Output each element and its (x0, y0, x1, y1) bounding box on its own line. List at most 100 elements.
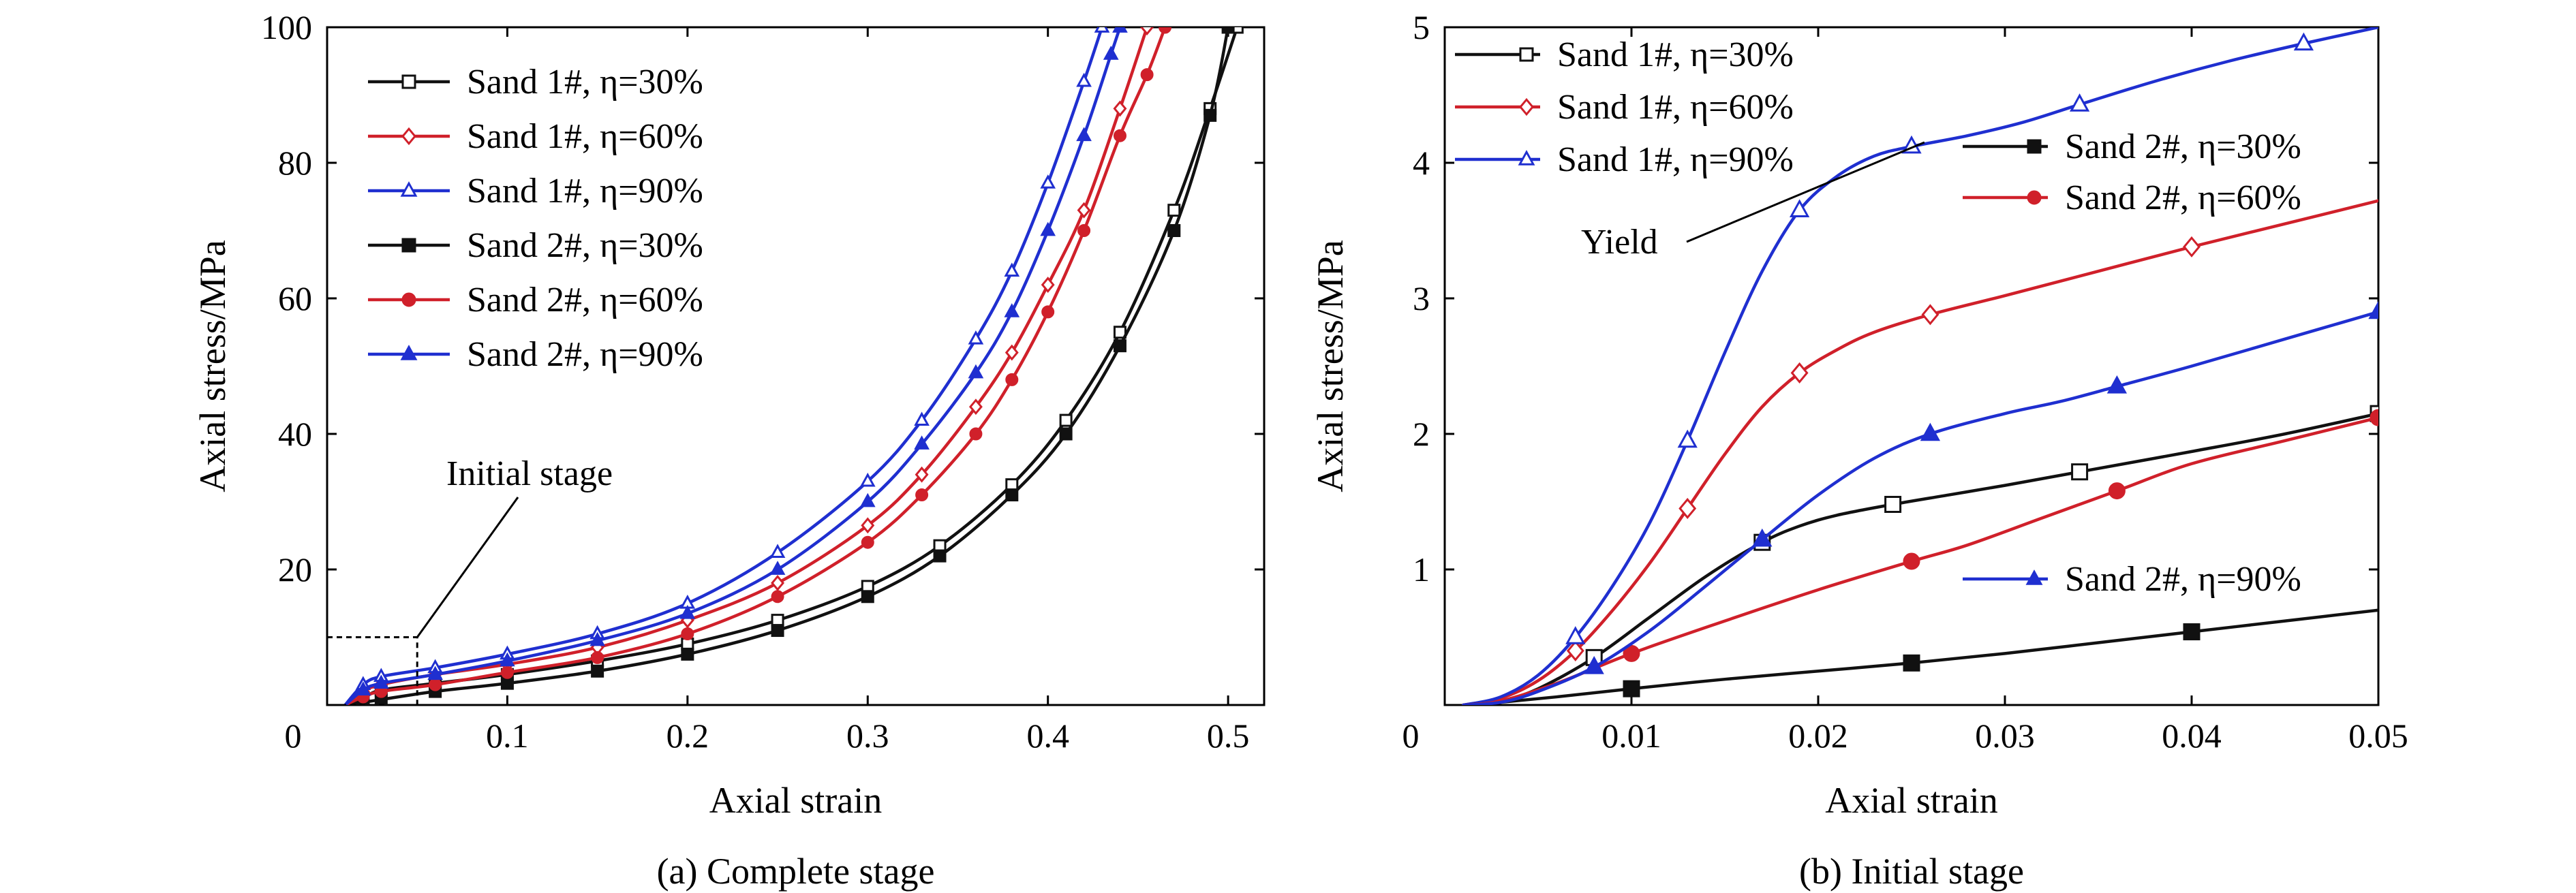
legend-label: Sand 2#, η=30% (2065, 127, 2301, 166)
data-point (2368, 300, 2378, 319)
y-tick-label: 80 (278, 144, 312, 182)
legend-label: Sand 2#, η=90% (2065, 560, 2301, 599)
x-tick-label: 0.3 (846, 717, 889, 755)
legend-label: Sand 2#, η=90% (467, 335, 703, 374)
x-tick-label: 0.05 (2348, 717, 2408, 755)
data-point (859, 492, 876, 507)
data-point (1041, 305, 1055, 319)
initial-stage-box (326, 636, 418, 706)
data-point (1113, 129, 1126, 142)
x-tick-label: 0 (1402, 717, 1420, 755)
data-point (769, 544, 786, 559)
data-point (591, 664, 604, 678)
data-point (1884, 495, 1902, 513)
legend-marker (2027, 190, 2042, 205)
y-tick-label: 60 (278, 279, 312, 317)
x-tick-label: 0.2 (666, 717, 709, 755)
data-point (679, 604, 696, 619)
annotation-label: Initial stage (446, 454, 613, 493)
data-point (771, 574, 785, 591)
legend-label: Sand 1#, η=60% (1557, 88, 1794, 127)
data-point (1920, 422, 1941, 441)
data-point (1077, 224, 1091, 237)
series-line-6 (1462, 310, 2378, 705)
legend-label: Sand 2#, η=30% (467, 226, 703, 265)
legend-label: Sand 1#, η=90% (1557, 140, 1794, 179)
x-tick-label: 0.1 (486, 717, 529, 755)
data-point (1230, 27, 1244, 34)
legend-marker (1519, 47, 1534, 62)
data-point (1005, 344, 1019, 361)
data-point (969, 427, 983, 441)
data-point (500, 665, 514, 679)
data-point (427, 665, 443, 680)
y-tick-label: 100 (261, 8, 312, 46)
x-tick-label: 0 (285, 717, 302, 755)
data-point (914, 435, 930, 450)
legend-marker (400, 345, 418, 360)
data-point (681, 647, 694, 661)
annotation-leader (416, 497, 519, 638)
y-tick-label: 1 (1413, 550, 1430, 589)
x-axis-label: Axial strain (1825, 780, 1997, 821)
data-point (355, 681, 371, 696)
data-point (500, 652, 515, 667)
legend-marker (401, 292, 416, 307)
series-line-3 (343, 27, 1104, 705)
series-line-3 (1462, 27, 2378, 705)
legend-marker (401, 127, 416, 146)
data-point (1789, 199, 1810, 217)
legend-marker (400, 181, 418, 197)
y-tick-label: 5 (1413, 8, 1430, 46)
legend-marker (401, 74, 416, 89)
data-point (2183, 236, 2201, 257)
data-point (1040, 174, 1056, 189)
data-point (771, 590, 784, 604)
y-tick-label: 20 (278, 550, 312, 589)
data-point (861, 535, 874, 549)
legend: Sand 1#, η=30% Sand 1#, η=60% Sand 1#, η=9… (1455, 35, 2301, 599)
data-point (915, 466, 929, 483)
data-point (914, 411, 930, 426)
yield-annotation-label: Yield (1581, 223, 1658, 262)
data-point (2293, 32, 2314, 51)
data-point (859, 472, 876, 487)
plot-frame (1443, 26, 2380, 706)
data-point (1790, 362, 1809, 383)
legend-label: Sand 1#, η=60% (467, 117, 703, 156)
y-axis-label: Axial stress/MPa (1310, 240, 1351, 492)
y-tick-label: 4 (1413, 144, 1430, 182)
legend-label: Sand 1#, η=30% (1557, 35, 1794, 74)
data-point (1113, 339, 1126, 353)
data-point (1076, 127, 1092, 142)
data-point (933, 549, 947, 563)
y-tick-label: 40 (278, 415, 312, 453)
series-layer (343, 27, 1244, 705)
series-layer (1462, 27, 2378, 705)
data-point (1678, 497, 1697, 519)
data-point (1041, 277, 1055, 294)
panel-a-chart: 0 0.1 0.2 0.3 0.4 0.5 20 40 60 80 100 Axial strain A… (192, 8, 1266, 892)
x-tick-label: 0.04 (2162, 717, 2222, 755)
data-point (1903, 654, 1920, 672)
data-point (861, 590, 874, 604)
data-point (500, 676, 514, 690)
data-point (1140, 68, 1154, 82)
data-point (591, 651, 604, 664)
legend: Sand 1#, η=30% Sand 1#, η=60% Sand 1#, η=9… (368, 63, 703, 374)
data-point (1584, 655, 1604, 674)
data-point (1113, 100, 1127, 117)
data-point (1059, 413, 1073, 427)
legend-marker (2027, 139, 2042, 154)
panel-caption: (a) Complete stage (657, 851, 935, 892)
data-point (861, 517, 875, 534)
panel-caption: (b) Initial stage (1799, 851, 2024, 892)
data-point (1159, 27, 1172, 34)
data-point (1623, 680, 1640, 698)
x-tick-label: 0.03 (1975, 717, 2035, 755)
data-point (1005, 373, 1019, 386)
x-axis-label: Axial strain (709, 780, 882, 821)
data-point (769, 561, 786, 575)
data-point (1677, 429, 1698, 448)
